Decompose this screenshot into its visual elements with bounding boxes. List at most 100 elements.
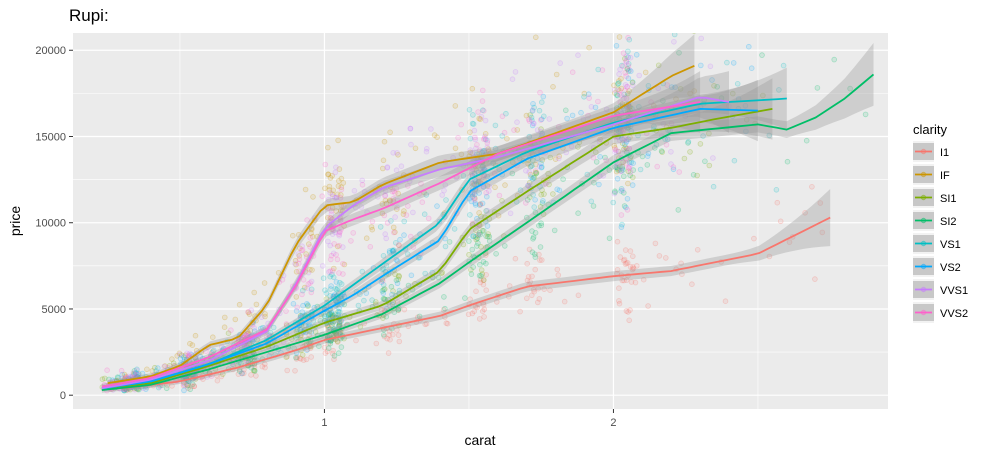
scatter-point xyxy=(530,234,537,241)
scatter-point xyxy=(627,264,634,270)
scatter-point xyxy=(672,84,678,90)
scatter-point xyxy=(528,174,534,181)
scatter-point xyxy=(305,303,311,310)
scatter-point xyxy=(393,167,400,174)
scatter-point xyxy=(192,332,199,339)
scatter-point xyxy=(302,186,309,193)
scatter-point xyxy=(685,138,692,145)
scatter-point xyxy=(442,243,449,250)
scatter-point xyxy=(254,336,261,343)
scatter-point xyxy=(624,259,631,266)
scatter-point xyxy=(253,373,259,379)
scatter-point xyxy=(710,155,716,161)
scatter-point xyxy=(553,71,560,78)
scatter-point xyxy=(118,367,125,374)
scatter-point xyxy=(143,386,149,392)
scatter-point xyxy=(393,257,400,263)
scatter-point xyxy=(637,166,644,173)
scatter-point xyxy=(328,211,335,218)
scatter-point xyxy=(261,280,268,286)
scatter-point xyxy=(512,69,519,75)
scatter-point xyxy=(624,66,631,72)
scatter-point xyxy=(484,207,491,214)
scatter-point xyxy=(452,145,459,152)
scatter-point xyxy=(337,207,344,214)
scatter-point xyxy=(329,311,335,318)
scatter-point xyxy=(248,364,255,371)
scatter-point xyxy=(337,229,343,235)
scatter-point xyxy=(394,204,400,211)
scatter-point xyxy=(304,300,310,307)
scatter-point xyxy=(382,188,389,194)
scatter-point xyxy=(480,258,487,265)
scatter-point xyxy=(668,161,674,167)
scatter-point xyxy=(499,133,506,139)
scatter-point xyxy=(245,330,252,337)
scatter-point xyxy=(330,187,337,194)
scatter-point xyxy=(162,363,168,369)
scatter-point xyxy=(316,343,322,350)
scatter-point xyxy=(398,163,405,170)
scatter-point xyxy=(123,373,129,380)
scatter-point xyxy=(467,129,473,136)
scatter-point xyxy=(614,165,621,172)
scatter-point xyxy=(612,149,618,156)
scatter-point xyxy=(386,197,393,204)
scatter-point xyxy=(529,108,536,114)
scatter-point xyxy=(616,34,623,40)
scatter-point xyxy=(294,326,301,333)
scatter-point xyxy=(485,148,492,155)
scatter-point xyxy=(414,314,421,321)
scatter-point xyxy=(588,198,595,205)
scatter-point xyxy=(679,271,685,278)
x-tick-label: 1 xyxy=(321,417,327,429)
scatter-point xyxy=(328,208,335,214)
scatter-point xyxy=(317,317,324,324)
scatter-point xyxy=(442,182,449,188)
scatter-point xyxy=(425,215,432,222)
scatter-point xyxy=(506,283,513,289)
scatter-point xyxy=(616,300,623,307)
scatter-point xyxy=(592,149,599,156)
scatter-point xyxy=(710,183,717,190)
legend-title: clarity xyxy=(913,122,947,137)
scatter-point xyxy=(626,88,632,94)
scatter-point xyxy=(332,286,339,292)
scatter-point xyxy=(527,112,533,118)
scatter-point xyxy=(469,180,475,187)
scatter-point xyxy=(555,155,562,162)
scatter-point xyxy=(569,69,576,75)
scatter-point xyxy=(390,224,397,231)
scatter-point xyxy=(391,309,398,316)
series-line xyxy=(101,101,701,388)
scatter-point xyxy=(289,232,296,239)
scatter-point xyxy=(627,248,634,254)
scatter-point xyxy=(394,299,401,305)
scatter-point xyxy=(440,307,447,313)
scatter-point xyxy=(299,309,306,315)
scatter-point xyxy=(486,238,493,244)
scatter-point xyxy=(283,354,290,361)
scatter-point xyxy=(766,132,773,139)
scatter-point xyxy=(554,266,561,273)
scatter-point xyxy=(326,269,332,275)
scatter-point xyxy=(847,85,853,92)
scatter-point xyxy=(244,331,251,337)
scatter-point xyxy=(540,93,547,100)
scatter-point xyxy=(319,193,326,200)
scatter-point xyxy=(248,372,254,378)
scatter-point xyxy=(187,340,193,347)
scatter-point xyxy=(531,288,537,295)
scatter-point xyxy=(380,331,387,338)
scatter-point xyxy=(292,261,298,267)
scatter-point xyxy=(308,278,315,285)
scatter-point xyxy=(460,241,467,248)
scatter-point xyxy=(136,386,142,393)
scatter-point xyxy=(185,385,191,391)
scatter-point xyxy=(379,165,386,172)
scatter-point xyxy=(339,244,346,250)
scatter-point xyxy=(616,78,622,84)
scatter-point xyxy=(325,345,332,352)
scatter-point xyxy=(584,171,591,178)
scatter-point xyxy=(381,212,388,219)
